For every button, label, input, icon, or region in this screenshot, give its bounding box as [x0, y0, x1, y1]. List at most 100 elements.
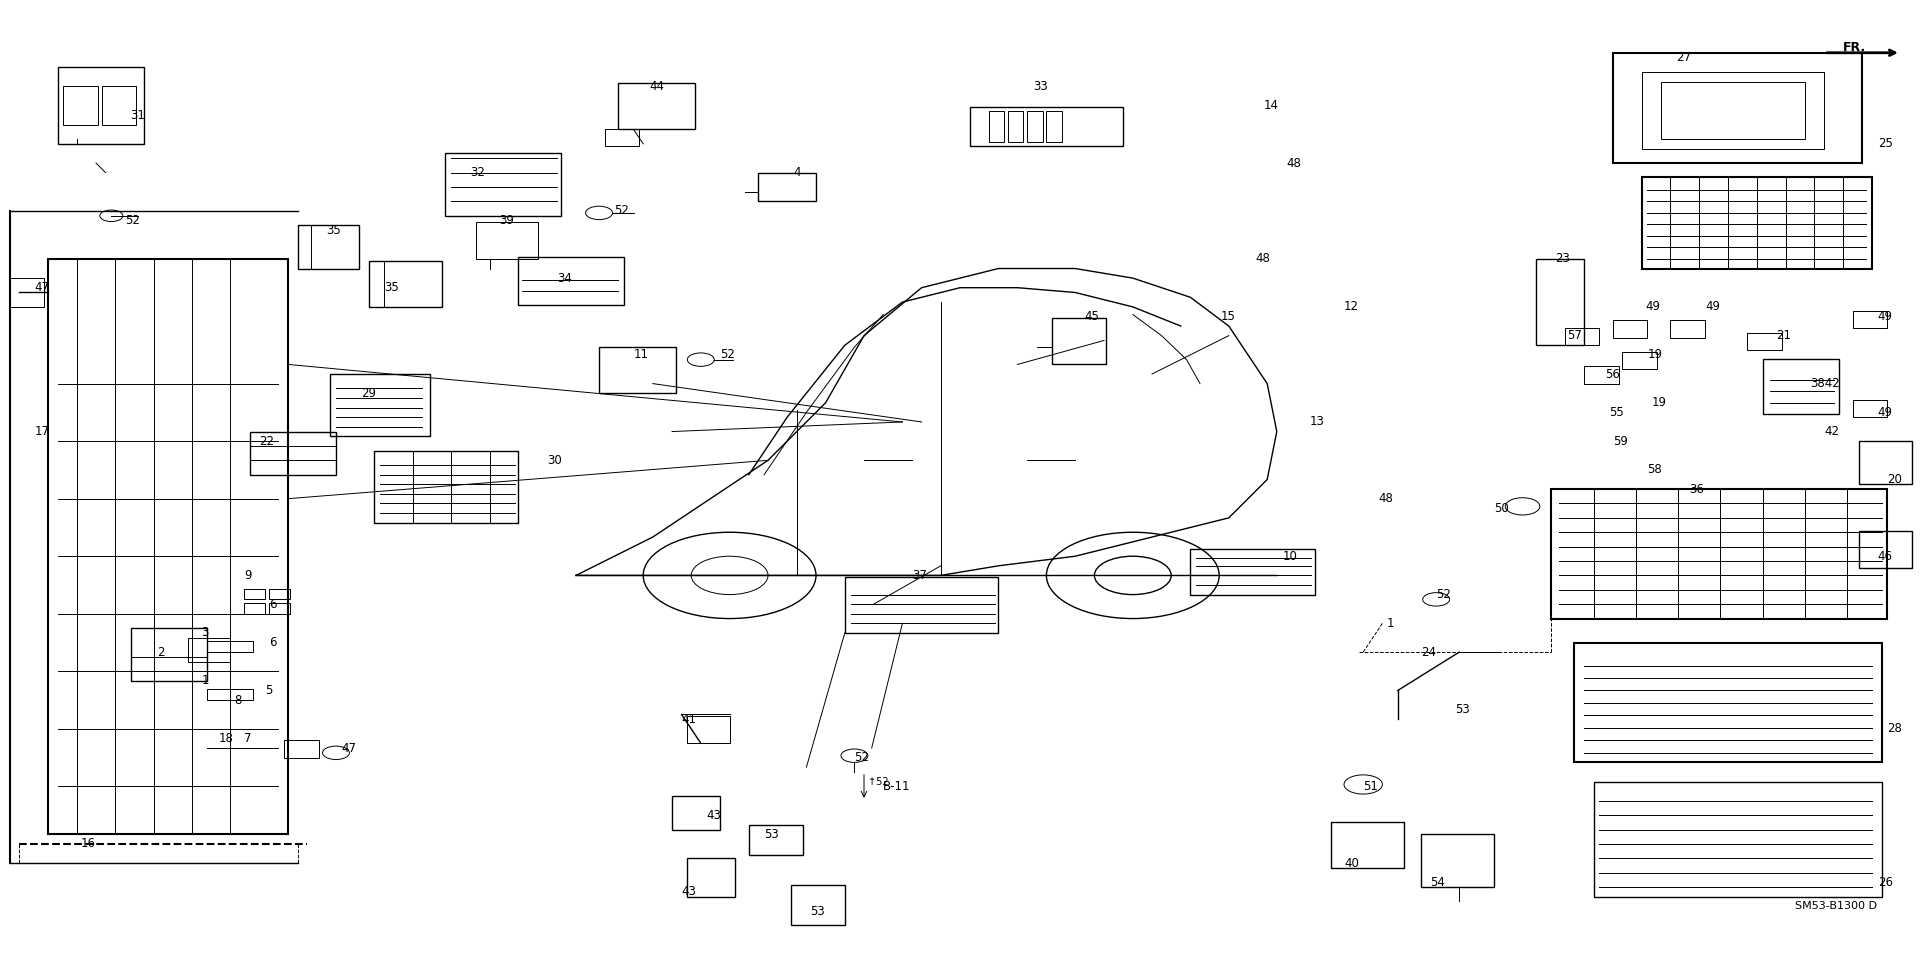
- Text: 3842: 3842: [1811, 377, 1839, 390]
- Text: 26: 26: [1878, 876, 1893, 889]
- Text: 49: 49: [1878, 406, 1893, 419]
- Text: 35: 35: [326, 223, 342, 237]
- Text: 2: 2: [157, 645, 165, 659]
- Text: 35: 35: [384, 281, 399, 294]
- Text: 8: 8: [234, 693, 242, 707]
- Bar: [1613, 53, 1862, 163]
- Bar: [445, 153, 561, 216]
- Text: 42: 42: [1824, 425, 1839, 438]
- Text: 9: 9: [244, 569, 252, 582]
- Text: 48: 48: [1286, 156, 1302, 170]
- Bar: [1622, 352, 1657, 369]
- Text: 21: 21: [1776, 329, 1791, 342]
- Text: ↑52: ↑52: [868, 777, 889, 786]
- Text: 48: 48: [1256, 252, 1271, 266]
- Bar: [269, 589, 290, 599]
- Text: 10: 10: [1283, 550, 1298, 563]
- Text: 31: 31: [131, 108, 146, 122]
- Text: 52: 52: [614, 204, 630, 218]
- Bar: [518, 257, 624, 305]
- Text: 57: 57: [1567, 329, 1582, 342]
- Text: 6: 6: [269, 597, 276, 611]
- Text: 49: 49: [1645, 300, 1661, 314]
- Bar: [758, 173, 816, 201]
- Bar: [618, 83, 695, 129]
- Bar: [845, 577, 998, 633]
- Text: 55: 55: [1609, 406, 1624, 419]
- Text: 22: 22: [259, 434, 275, 448]
- Text: 17: 17: [35, 425, 50, 438]
- Bar: [284, 740, 319, 758]
- Text: 3: 3: [202, 626, 209, 640]
- Bar: [749, 825, 803, 855]
- Text: 6: 6: [269, 636, 276, 649]
- Bar: [1642, 72, 1824, 149]
- Text: B-11: B-11: [883, 780, 910, 793]
- Text: 37: 37: [912, 569, 927, 582]
- Bar: [244, 603, 265, 614]
- Bar: [1027, 111, 1043, 142]
- Text: 15: 15: [1221, 310, 1236, 323]
- Bar: [1565, 328, 1599, 345]
- Bar: [1421, 834, 1494, 887]
- Bar: [10, 278, 44, 307]
- Text: 41: 41: [682, 713, 697, 726]
- Bar: [791, 885, 845, 925]
- Bar: [687, 858, 735, 897]
- Bar: [131, 628, 207, 681]
- Text: 19: 19: [1651, 396, 1667, 409]
- Bar: [1584, 366, 1619, 384]
- Bar: [1331, 822, 1404, 868]
- Text: 50: 50: [1494, 502, 1509, 515]
- Text: 46: 46: [1878, 550, 1893, 563]
- Text: 43: 43: [682, 885, 697, 899]
- Bar: [369, 261, 442, 307]
- Text: 7: 7: [244, 732, 252, 745]
- Text: 40: 40: [1344, 856, 1359, 870]
- Text: 52: 52: [1436, 588, 1452, 601]
- Bar: [1859, 531, 1912, 568]
- Text: 56: 56: [1605, 367, 1620, 381]
- Bar: [269, 603, 290, 614]
- Bar: [605, 129, 639, 146]
- Bar: [102, 86, 136, 125]
- Text: 30: 30: [547, 454, 563, 467]
- Bar: [672, 796, 720, 830]
- Text: 32: 32: [470, 166, 486, 179]
- Text: 44: 44: [649, 80, 664, 93]
- Bar: [188, 638, 230, 662]
- Text: 16: 16: [81, 837, 96, 851]
- Text: 52: 52: [720, 348, 735, 362]
- Text: 43: 43: [707, 808, 722, 822]
- Bar: [230, 689, 253, 700]
- Text: FR.: FR.: [1843, 41, 1866, 55]
- Text: 51: 51: [1363, 780, 1379, 793]
- Text: 12: 12: [1344, 300, 1359, 314]
- Text: 54: 54: [1430, 876, 1446, 889]
- Bar: [230, 641, 253, 652]
- Text: SM53-B1300 D: SM53-B1300 D: [1795, 901, 1878, 911]
- Bar: [58, 67, 144, 144]
- Text: 20: 20: [1887, 473, 1903, 486]
- Bar: [1853, 400, 1887, 417]
- Bar: [599, 347, 676, 393]
- Text: 48: 48: [1379, 492, 1394, 505]
- Text: 29: 29: [361, 386, 376, 400]
- Bar: [1046, 111, 1062, 142]
- Text: 18: 18: [219, 732, 234, 745]
- Text: 28: 28: [1887, 722, 1903, 736]
- Text: 52: 52: [125, 214, 140, 227]
- Text: 49: 49: [1878, 310, 1893, 323]
- Text: 1: 1: [202, 674, 209, 688]
- Text: 11: 11: [634, 348, 649, 362]
- Bar: [970, 107, 1123, 146]
- Text: 14: 14: [1263, 99, 1279, 112]
- Text: 19: 19: [1647, 348, 1663, 362]
- Bar: [244, 589, 265, 599]
- Text: 45: 45: [1085, 310, 1100, 323]
- Text: 34: 34: [557, 271, 572, 285]
- Bar: [687, 716, 730, 743]
- Text: 49: 49: [1705, 300, 1720, 314]
- Bar: [207, 641, 230, 652]
- Text: 27: 27: [1676, 51, 1692, 64]
